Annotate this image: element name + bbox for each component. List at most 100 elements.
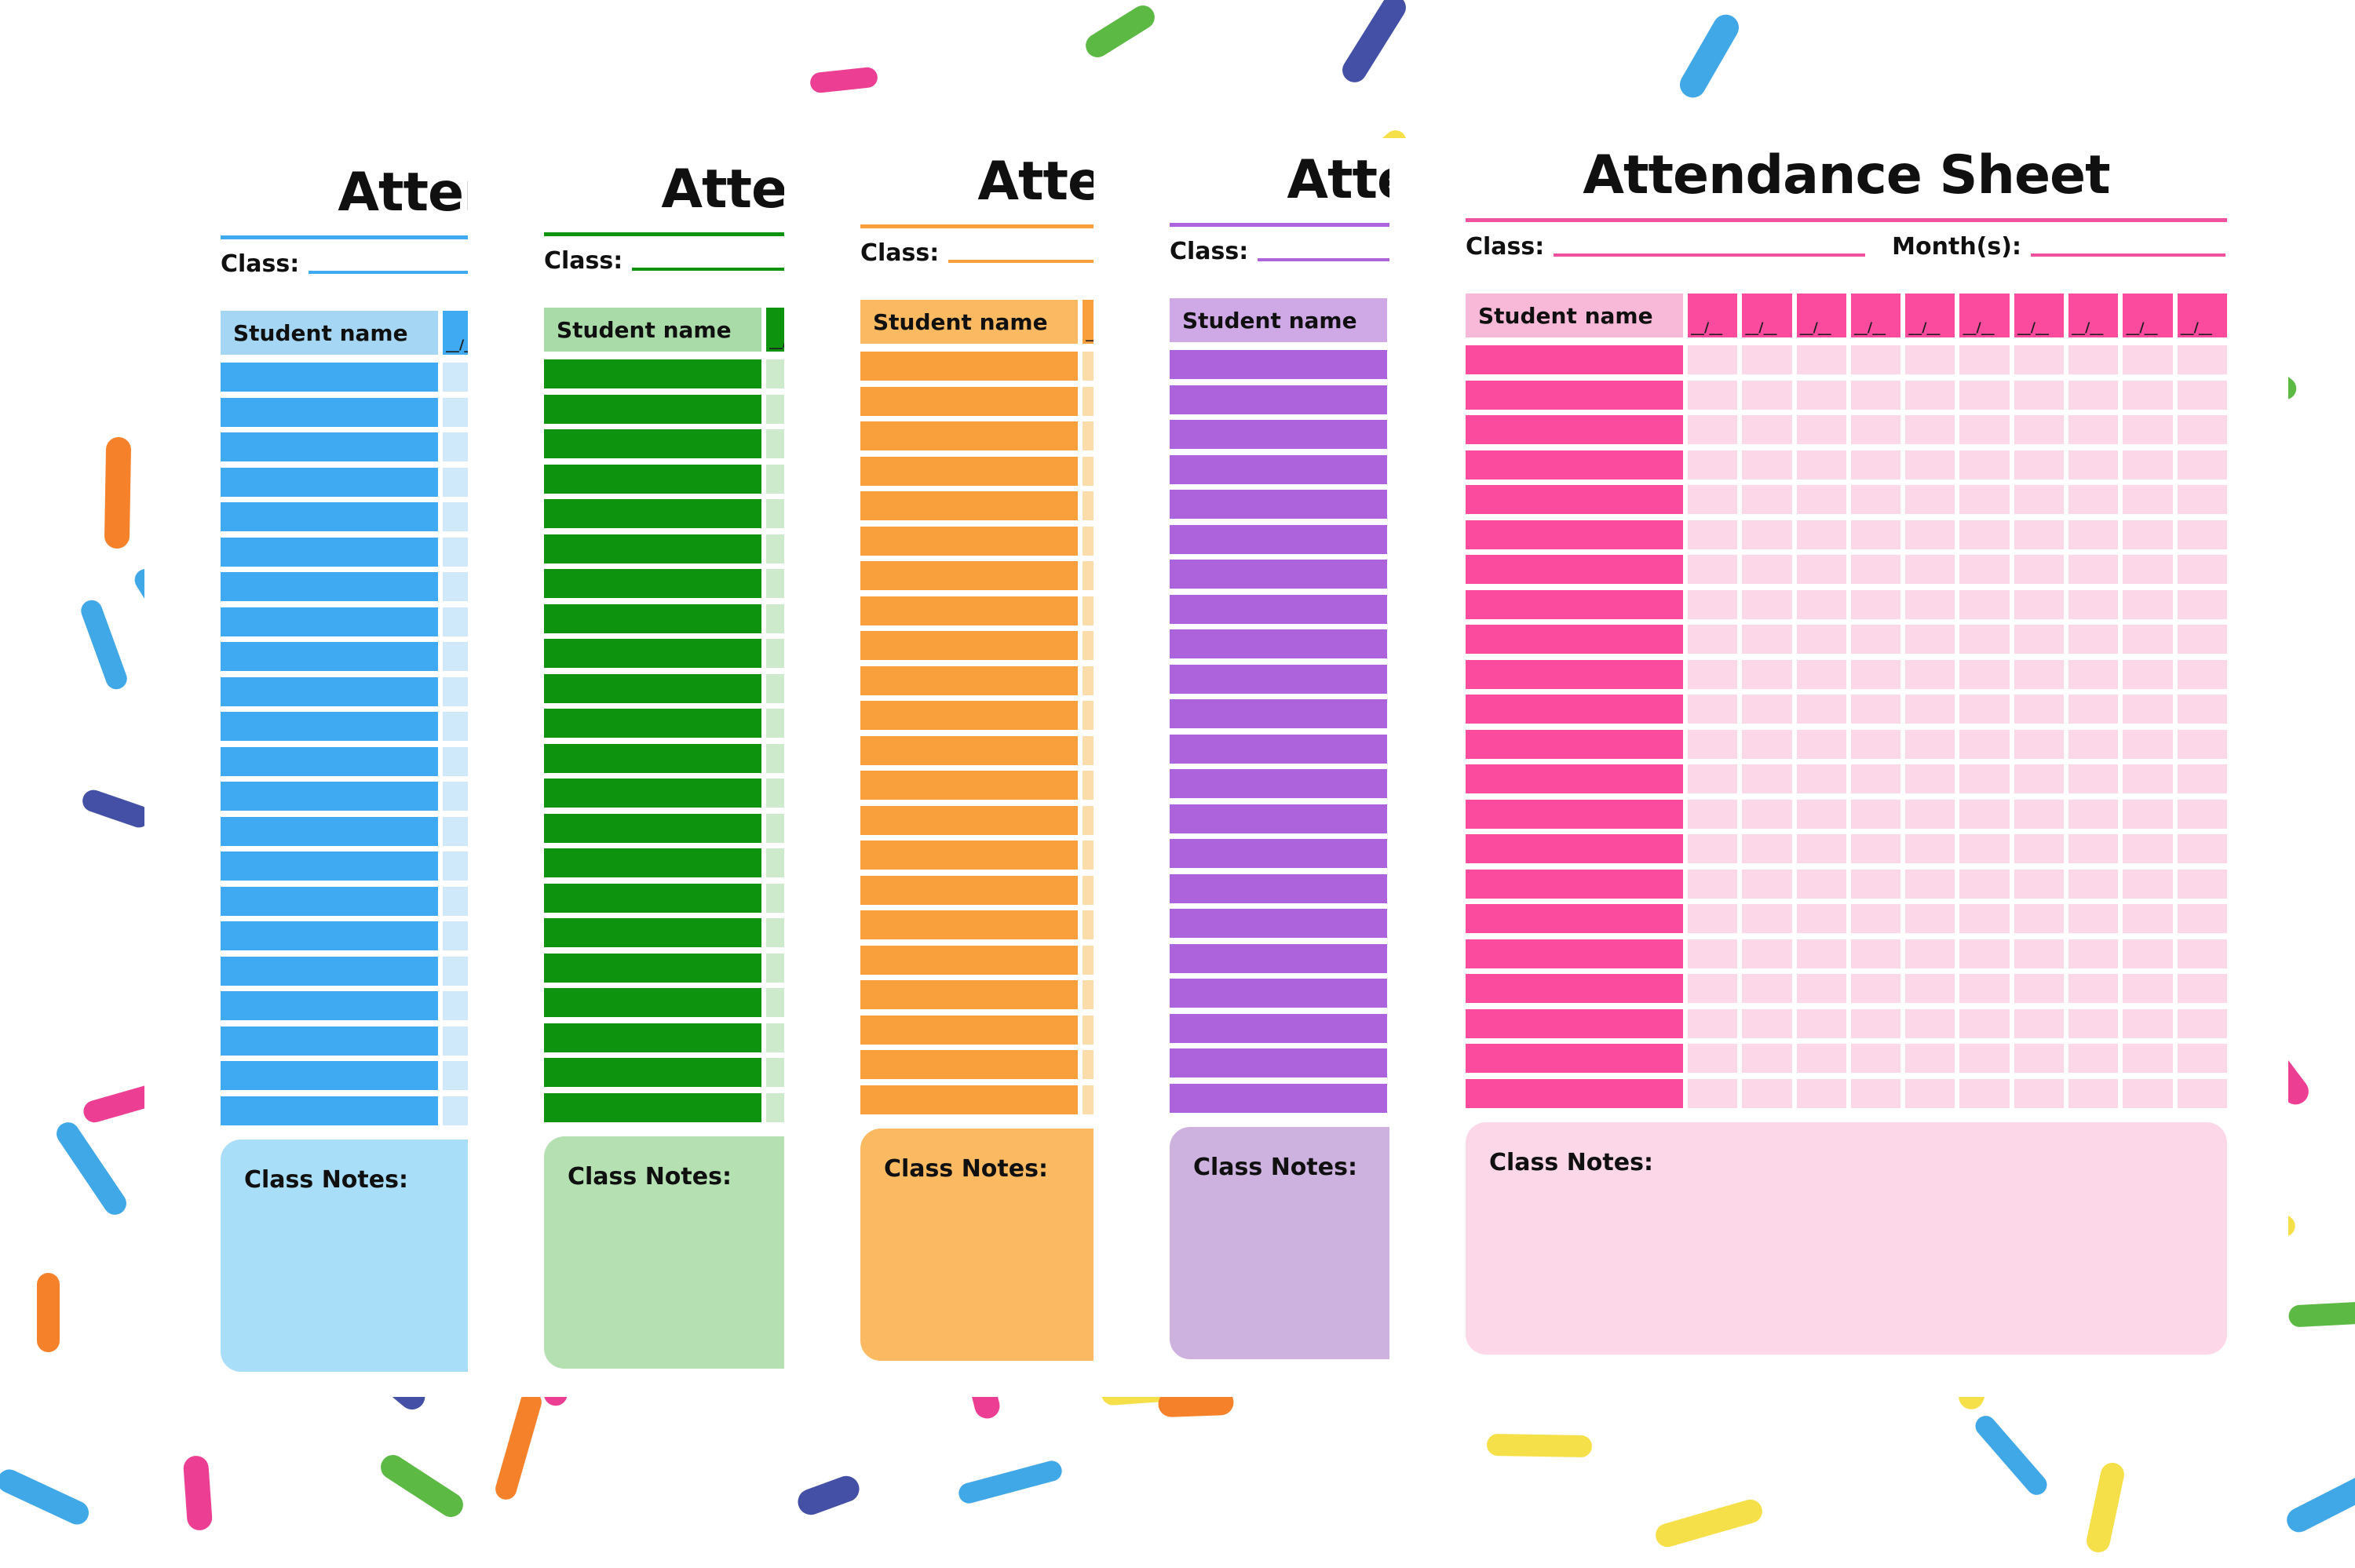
- attendance-cell: [2177, 834, 2227, 863]
- attendance-cell: [2014, 555, 2065, 584]
- attendance-cell: [1688, 345, 1738, 374]
- student-name-cell: [1466, 589, 1683, 619]
- date-placeholder: __/__: [1853, 320, 1886, 336]
- attendance-cell: [1959, 555, 2010, 584]
- student-name-cell: [1466, 345, 1683, 374]
- attendance-cell: [2123, 1044, 2173, 1073]
- attendance-cell: [2068, 520, 2119, 549]
- student-row: [1466, 695, 2227, 724]
- student-name-header: Student name: [544, 308, 761, 352]
- attendance-cell: [2123, 799, 2173, 829]
- attendance-cell: [1688, 1078, 1738, 1108]
- sprinkle: [2301, 49, 2334, 144]
- sprinkle: [376, 1449, 469, 1522]
- attendance-cell: [2068, 1044, 2119, 1073]
- attendance-cell: [1959, 764, 2010, 793]
- attendance-cell: [1742, 415, 1792, 444]
- attendance-cell: [1688, 555, 1738, 584]
- student-name-cell: [860, 665, 1078, 695]
- attendance-cell: [1959, 834, 2010, 863]
- attendance-cell: [2068, 415, 2119, 444]
- months-label: Month(s):: [1892, 233, 2021, 261]
- attendance-cell: [2177, 869, 2227, 899]
- sprinkle: [1087, 1496, 1154, 1566]
- attendance-cell: [2123, 625, 2173, 654]
- attendance-cell: [1905, 729, 1955, 759]
- student-name-cell: [221, 642, 438, 671]
- attendance-cell: [1742, 485, 1792, 514]
- student-name-cell: [1170, 629, 1387, 658]
- attendance-cell: [1796, 939, 1846, 968]
- attendance-cell: [2014, 380, 2065, 410]
- student-name-cell: [860, 735, 1078, 765]
- sprinkle: [1539, 91, 1625, 139]
- student-name-cell: [860, 805, 1078, 835]
- student-name-cell: [1466, 415, 1683, 444]
- attendance-rows: [1466, 345, 2227, 1108]
- attendance-cell: [1742, 589, 1792, 619]
- student-name-cell: [1170, 524, 1387, 554]
- attendance-cell: [1796, 555, 1846, 584]
- attendance-cell: [1959, 589, 2010, 619]
- sprinkle: [78, 786, 153, 831]
- attendance-cell: [2123, 659, 2173, 689]
- student-name-cell: [1170, 420, 1387, 449]
- attendance-cell: [2068, 974, 2119, 1003]
- student-name-cell: [1466, 1078, 1683, 1108]
- class-notes-label: Class Notes:: [244, 1166, 408, 1194]
- attendance-cell: [2014, 764, 2065, 793]
- attendance-cell: [1742, 939, 1792, 968]
- attendance-cell: [2068, 485, 2119, 514]
- student-name-cell: [860, 596, 1078, 625]
- attendance-cell: [2068, 939, 2119, 968]
- student-row: [1466, 380, 2227, 410]
- student-name-cell: [544, 673, 761, 703]
- sprinkle: [36, 1273, 60, 1353]
- attendance-cell: [1959, 904, 2010, 933]
- attendance-cell: [1905, 625, 1955, 654]
- student-name-cell: [1466, 485, 1683, 514]
- attendance-cell: [1959, 695, 2010, 724]
- attendance-cell: [2068, 799, 2119, 829]
- attendance-cell: [1905, 380, 1955, 410]
- date-placeholder: __/__: [2126, 320, 2158, 336]
- student-row: [1466, 450, 2227, 480]
- attendance-cell: [1688, 764, 1738, 793]
- student-name-cell: [860, 1050, 1078, 1079]
- attendance-cell: [1905, 1078, 1955, 1108]
- attendance-cell: [1850, 659, 1901, 689]
- attendance-cell: [2177, 555, 2227, 584]
- attendance-cell: [2123, 834, 2173, 863]
- attendance-cell: [1688, 1008, 1738, 1038]
- attendance-cell: [1796, 485, 1846, 514]
- attendance-cell: [1905, 450, 1955, 480]
- student-name-cell: [860, 701, 1078, 730]
- sprinkle: [0, 66, 102, 108]
- student-row: [1466, 974, 2227, 1003]
- student-name-cell: [544, 953, 761, 983]
- attendance-cell: [1742, 869, 1792, 899]
- student-name-cell: [221, 1061, 438, 1090]
- sprinkle: [0, 1465, 93, 1529]
- attendance-cell: [1796, 1078, 1846, 1108]
- attendance-cell: [1796, 345, 1846, 374]
- student-name-header: Student name: [1170, 298, 1387, 342]
- attendance-cell: [1688, 380, 1738, 410]
- attendance-cell: [1688, 729, 1738, 759]
- attendance-cell: [1742, 904, 1792, 933]
- attendance-cell: [1905, 904, 1955, 933]
- attendance-cell: [1959, 869, 2010, 899]
- attendance-cell: [2014, 1078, 2065, 1108]
- attendance-cell: [1850, 555, 1901, 584]
- attendance-cell: [1688, 659, 1738, 689]
- attendance-cell: [1905, 1044, 1955, 1073]
- student-name-cell: [221, 1096, 438, 1125]
- attendance-cell: [1959, 729, 2010, 759]
- attendance-cell: [1959, 1008, 2010, 1038]
- date-header-cell: __/__: [1905, 294, 1955, 337]
- attendance-cell: [1959, 659, 2010, 689]
- attendance-cell: [1850, 520, 1901, 549]
- student-row: [1466, 345, 2227, 374]
- attendance-cell: [2068, 450, 2119, 480]
- date-header-cell: __/__: [1796, 294, 1846, 337]
